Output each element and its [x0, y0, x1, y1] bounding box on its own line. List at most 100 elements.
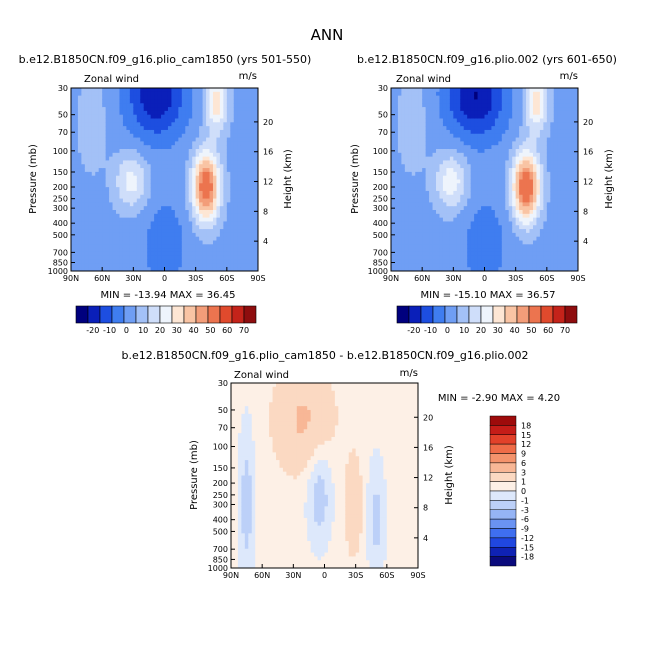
panel-2-contour-cell [498, 138, 502, 142]
panel-1-contour-cell [220, 183, 224, 187]
panel-1-contour-cell [199, 187, 203, 191]
panel-2-contour-cell [453, 199, 457, 203]
panel-1-contour-cell [151, 122, 155, 126]
panel-1-contour-cell [203, 180, 207, 184]
panel-2-contour-cell [450, 141, 454, 145]
panel-2-contour-cell [481, 92, 485, 96]
panel-2-contour-cell [498, 153, 502, 157]
panel-1-contour-cell [237, 202, 241, 206]
panel-2-contour-cell [429, 96, 433, 100]
panel-1-contour-cell [237, 92, 241, 96]
panel-1-contour-cell [244, 168, 248, 172]
panel-2-contour-cell [488, 252, 492, 256]
panel-2-contour-cell [485, 92, 489, 96]
panel-2-contour-cell [523, 153, 527, 157]
panel-2-contour-cell [478, 157, 482, 161]
panel-1-contour-cell [154, 96, 158, 100]
panel-1-contour-cell [206, 233, 210, 237]
panel-1-contour-cell [154, 103, 158, 107]
panel-1-contour-cell [220, 138, 224, 142]
panel-2-contour-cell [391, 187, 395, 191]
panel-1-contour-cell [140, 195, 144, 199]
panel-1-contour-cell [154, 187, 158, 191]
panel-2-contour-cell [554, 141, 558, 145]
panel-2-contour-cell [436, 187, 440, 191]
panel-2-contour-cell [415, 210, 419, 214]
panel-2-contour-cell [394, 122, 398, 126]
panel-1-contour-cell [168, 149, 172, 153]
panel-1-contour-cell [206, 187, 210, 191]
panel-2-contour-cell [474, 122, 478, 126]
panel-2-contour-cell [460, 115, 464, 119]
panel-2-contour-cell [429, 99, 433, 103]
panel-1-contour-cell [161, 221, 165, 225]
panel-1-contour-cell [196, 130, 200, 134]
panel-2-contour-cell [498, 206, 502, 210]
panel-2-contour-cell [478, 263, 482, 267]
panel-1-contour-cell [71, 237, 75, 241]
panel-1-contour-cell [227, 107, 231, 111]
panel-2-contour-cell [509, 252, 513, 256]
panel-2-contour-cell [543, 225, 547, 229]
panel-2-contour-cell [543, 241, 547, 245]
panel-1-contour-cell [147, 160, 151, 164]
panel-2-contour-cell [481, 187, 485, 191]
panel-1-contour-cell [230, 241, 234, 245]
panel-2-contour-cell [471, 256, 475, 260]
panel-1-contour-cell [95, 210, 99, 214]
panel-2-contour-cell [498, 199, 502, 203]
panel-2-contour-cell [450, 202, 454, 206]
panel-2-contour-cell [446, 168, 450, 172]
panel-1: b.e12.B1850CN.f09_g16.plio_cam1850 (yrs … [19, 53, 312, 335]
panel-2-contour-cell [460, 160, 464, 164]
panel-1-contour-cell [206, 210, 210, 214]
panel-2-contour-cell [474, 252, 478, 256]
panel-1-contour-cell [71, 218, 75, 222]
panel-2-contour-cell [433, 210, 437, 214]
panel-2-contour-cell [439, 126, 443, 130]
panel-1-contour-cell [144, 111, 148, 115]
panel-1-contour-cell [140, 260, 144, 264]
panel-2-contour-cell [512, 252, 516, 256]
panel-1-contour-cell [71, 263, 75, 267]
panel-2-contour-cell [433, 252, 437, 256]
panel-1-contour-cell [185, 218, 189, 222]
panel-2-contour-cell [554, 256, 558, 260]
panel-1-contour-cell [95, 183, 99, 187]
panel-2-contour-cell [523, 229, 527, 233]
panel-1-contour-cell [85, 233, 89, 237]
panel-1-contour-cell [78, 103, 82, 107]
panel-2-contour-cell [554, 119, 558, 123]
panel-2-contour-cell [474, 103, 478, 107]
panel-1-contour-cell [227, 157, 231, 161]
panel-2-contour-cell [419, 141, 423, 145]
panel-1-contour-cell [119, 237, 123, 241]
panel-1-contour-cell [126, 149, 130, 153]
panel-1-contour-cell [106, 202, 110, 206]
panel-1-contour-cell [189, 256, 193, 260]
panel-1-contour-cell [99, 206, 103, 210]
panel-1-contour-cell [168, 210, 172, 214]
panel-2-contour-cell [530, 88, 534, 92]
panel-1-contour-cell [210, 107, 214, 111]
panel-1-contour-cell [88, 153, 92, 157]
panel-1-contour-cell [147, 183, 151, 187]
panel-2-contour-cell [464, 237, 468, 241]
panel-1-contour-cell [130, 210, 134, 214]
panel-1-contour-cell [234, 263, 238, 267]
panel-2-contour-cell [467, 237, 471, 241]
panel-1-contour-cell [161, 233, 165, 237]
panel-1-contour-cell [71, 244, 75, 248]
panel-2-contour-cell [495, 191, 499, 195]
panel-1-contour-cell [203, 130, 207, 134]
panel-2-contour-cell [401, 260, 405, 264]
panel-2-contour-cell [509, 206, 513, 210]
panel-2-contour-cell [512, 122, 516, 126]
panel-1-contour-cell [237, 119, 241, 123]
panel-1-contour-cell [189, 225, 193, 229]
panel-1-contour-cell [203, 244, 207, 248]
panel-1-contour-cell [227, 210, 231, 214]
panel-2-contour-cell [443, 187, 447, 191]
panel-1-contour-cell [216, 233, 220, 237]
panel-1-contour-cell [102, 157, 106, 161]
